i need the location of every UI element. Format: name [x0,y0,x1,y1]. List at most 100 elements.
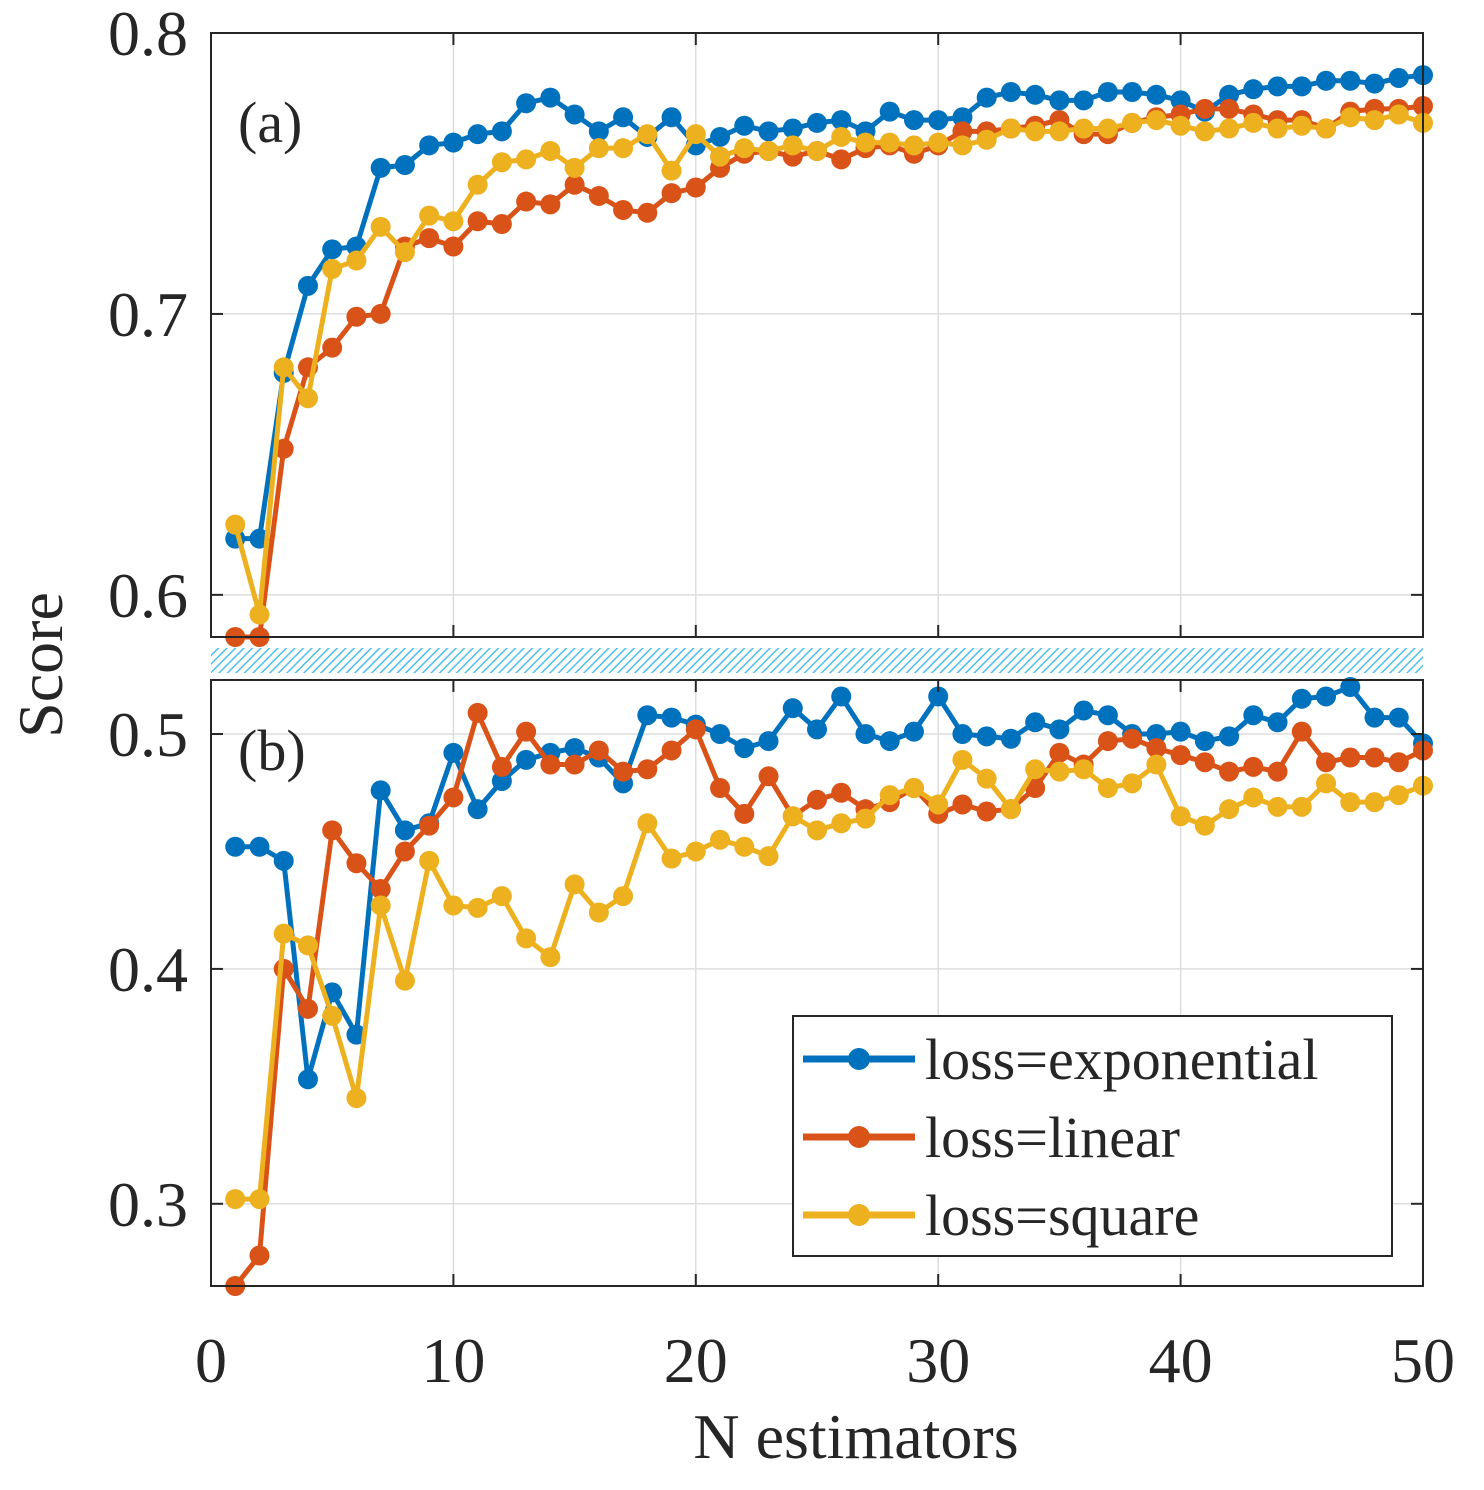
data-point [516,149,537,170]
panel-a-ticks: 0.6 0.7 0.8 [108,0,1424,637]
panel-b-series [225,677,1433,1296]
panel-a-series-exponential [225,65,1433,549]
data-point [879,101,900,122]
data-point [1291,721,1312,742]
data-point [1219,761,1240,782]
data-point [613,199,634,220]
data-point [297,998,318,1019]
data-point [1388,785,1409,806]
data-point [491,152,512,173]
panel-a-frame [210,32,1424,638]
panel-b-frame [210,679,1424,1287]
data-point [1122,81,1143,102]
data-point [1194,815,1215,836]
data-point [1291,76,1312,97]
data-point [928,132,949,153]
data-point [613,107,634,128]
data-point [370,216,391,237]
data-point [1219,726,1240,747]
axis-break-band [211,648,1423,673]
data-point [273,923,294,944]
data-point [1267,761,1288,782]
data-point [419,228,440,249]
data-point [807,719,827,740]
data-point [1170,806,1191,827]
data-point [564,754,585,775]
data-point [1340,70,1361,91]
data-point [685,719,706,740]
data-point [976,129,997,150]
legend-marker-exponential [848,1048,870,1070]
data-point [903,721,924,742]
data-point [685,841,706,862]
data-point [516,721,537,742]
data-point [1364,73,1385,94]
data-point [1000,81,1021,102]
data-point [467,124,488,145]
data-point [1316,118,1337,139]
data-point [322,820,343,841]
data-point [855,808,876,829]
data-point [249,604,270,625]
data-point [1243,79,1264,100]
x-tick-label-0: 0 [195,1325,227,1396]
data-point [491,886,512,907]
data-point [855,724,876,745]
data-point [491,214,512,235]
data-point [419,205,440,226]
data-point [540,754,561,775]
data-point [1146,754,1167,775]
data-point [928,110,949,131]
data-point [710,778,731,799]
data-point [1340,747,1361,768]
legend-label-linear: loss=linear [925,1105,1180,1170]
data-point [807,112,827,133]
data-point [443,211,464,232]
data-point [661,707,682,728]
data-point [564,738,585,759]
data-point [297,388,318,409]
legend: loss=exponential loss=linear loss=square [792,1015,1393,1257]
data-point [734,836,755,857]
panel-b-series-linear [225,702,1433,1296]
data-point [710,829,731,850]
data-point [710,126,731,147]
data-point [1316,773,1337,794]
data-point [1146,110,1167,131]
data-point [419,815,440,836]
data-point [443,236,464,257]
legend-label-square: loss=square [925,1183,1199,1248]
data-point [758,846,779,867]
data-point [1388,752,1409,773]
data-point [1122,773,1143,794]
data-point [491,771,512,791]
data-point [1291,796,1312,817]
data-point [443,895,464,916]
data-point [322,239,343,260]
data-point [637,705,658,726]
data-point [467,702,488,723]
data-point [1243,756,1264,777]
data-point [419,850,440,871]
data-point [564,104,585,125]
data-point [613,761,634,782]
x-tick-label-40: 40 [1149,1325,1213,1396]
data-point [661,160,682,181]
data-point [1025,84,1046,105]
data-point [1340,792,1361,813]
x-tick-labels: 0 10 20 30 40 50 [195,1325,1455,1396]
data-point [1364,110,1385,131]
data-point [710,146,731,167]
data-point [467,799,488,820]
data-point [225,1189,246,1210]
data-point [249,1189,270,1210]
data-point [831,126,852,147]
data-point [1267,118,1288,139]
data-point [1267,712,1288,733]
data-point [831,149,852,170]
panel-b-label: (b) [238,718,306,783]
panel-a-ytick-label-0.6: 0.6 [108,560,188,631]
data-point [758,121,779,142]
panel-b: 0.3 0.4 0.5 (b) [108,677,1433,1296]
